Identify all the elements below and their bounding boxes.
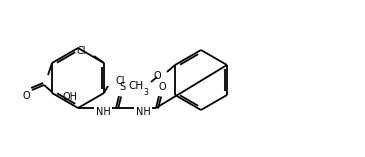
Text: NH: NH: [136, 107, 150, 117]
Text: O: O: [153, 71, 161, 81]
Text: O: O: [158, 82, 166, 92]
Text: CH: CH: [128, 81, 143, 91]
Text: Cl: Cl: [77, 46, 86, 56]
Text: S: S: [119, 82, 125, 92]
Text: NH: NH: [96, 107, 110, 117]
Text: O: O: [22, 91, 30, 101]
Text: Cl: Cl: [116, 76, 126, 86]
Text: 3: 3: [143, 88, 148, 97]
Text: OH: OH: [62, 92, 77, 102]
